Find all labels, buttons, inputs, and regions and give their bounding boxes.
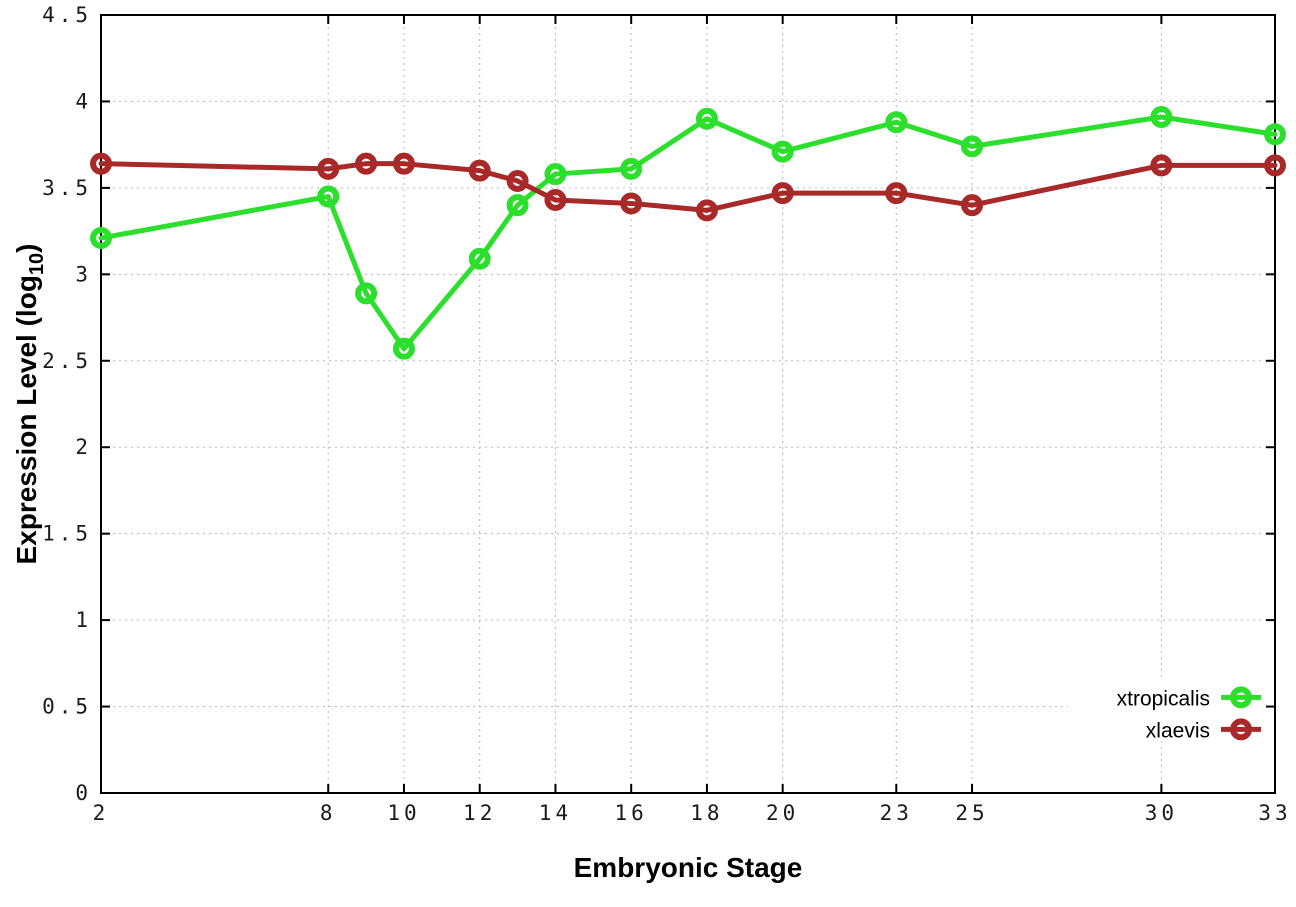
x-tick-label: 25	[955, 801, 988, 825]
data-point-xtropicalis	[90, 227, 112, 250]
data-point-xtropicalis	[468, 247, 491, 270]
legend-label-xtropicalis: xtropicalis	[1117, 687, 1210, 710]
tick-labels: 2 8 10 12 14 16 18 20 23 25 30 33 0 0.5 1 1.5 2 2.5 3 3.5 4 4…	[42, 3, 1291, 825]
data-point-xlaevis	[961, 194, 984, 217]
data-point-xlaevis	[317, 157, 340, 180]
x-tick-label: 33	[1258, 801, 1291, 825]
data-point-xtropicalis	[1264, 123, 1286, 146]
y-tick-label: 2	[75, 435, 92, 459]
data-point-xlaevis	[1150, 154, 1173, 177]
data-point-xlaevis	[544, 188, 567, 211]
x-axis-title: Embryonic Stage	[574, 852, 803, 883]
data-point-xlaevis	[506, 169, 529, 192]
data-point-xlaevis	[771, 182, 794, 205]
y-tick-label: 3	[75, 262, 92, 286]
data-point-xlaevis	[620, 192, 643, 215]
data-point-xtropicalis	[317, 185, 340, 208]
data-point-xtropicalis	[355, 282, 378, 305]
data-point-xtropicalis	[695, 107, 718, 130]
legend-sample-marker	[1230, 686, 1252, 709]
y-tick-label: 4.5	[42, 3, 92, 27]
data-point-xtropicalis	[961, 135, 984, 158]
y-axis-title: Expression Level (log10)	[11, 244, 48, 565]
data-point-xtropicalis	[771, 140, 794, 163]
y-tick-label: 1	[75, 608, 92, 632]
data-point-xtropicalis	[392, 337, 415, 360]
x-tick-label: 12	[463, 801, 496, 825]
y-tick-label: 1.5	[42, 522, 92, 546]
legend-label-xlaevis: xlaevis	[1146, 719, 1210, 742]
data-point-xtropicalis	[544, 163, 567, 186]
x-tick-label: 10	[387, 801, 420, 825]
data-point-xlaevis	[355, 152, 378, 175]
plot-frame	[100, 14, 1276, 794]
series-line-xtropicalis	[98, 114, 1278, 352]
data-point-xlaevis	[885, 182, 908, 205]
data-series	[90, 106, 1286, 360]
data-point-xtropicalis	[1150, 106, 1173, 129]
y-tick-label: 0.5	[42, 695, 92, 719]
data-point-xlaevis	[695, 199, 718, 222]
x-tick-label: 16	[615, 801, 648, 825]
data-point-xtropicalis	[506, 194, 529, 217]
data-point-xtropicalis	[620, 157, 643, 180]
x-tick-label: 8	[320, 801, 337, 825]
legend: xtropicalis xlaevis	[1068, 677, 1266, 742]
x-tick-label: 2	[93, 801, 110, 825]
data-point-xlaevis	[392, 152, 415, 175]
gridlines	[101, 15, 1275, 793]
y-tick-label: 4	[75, 89, 92, 113]
plot-border	[100, 14, 1276, 794]
x-tick-label: 23	[880, 801, 913, 825]
x-tick-label: 20	[766, 801, 799, 825]
x-tick-label: 14	[539, 801, 572, 825]
data-point-xlaevis	[90, 152, 112, 175]
legend-sample-marker	[1230, 718, 1252, 741]
data-point-xtropicalis	[885, 111, 908, 134]
y-tick-label: 3.5	[42, 176, 92, 200]
x-tick-label: 18	[690, 801, 723, 825]
x-tick-label: 30	[1145, 801, 1178, 825]
data-point-xlaevis	[1264, 154, 1286, 177]
y-tick-label: 2.5	[42, 349, 92, 373]
data-point-xlaevis	[468, 159, 491, 182]
y-tick-label: 0	[75, 781, 92, 805]
